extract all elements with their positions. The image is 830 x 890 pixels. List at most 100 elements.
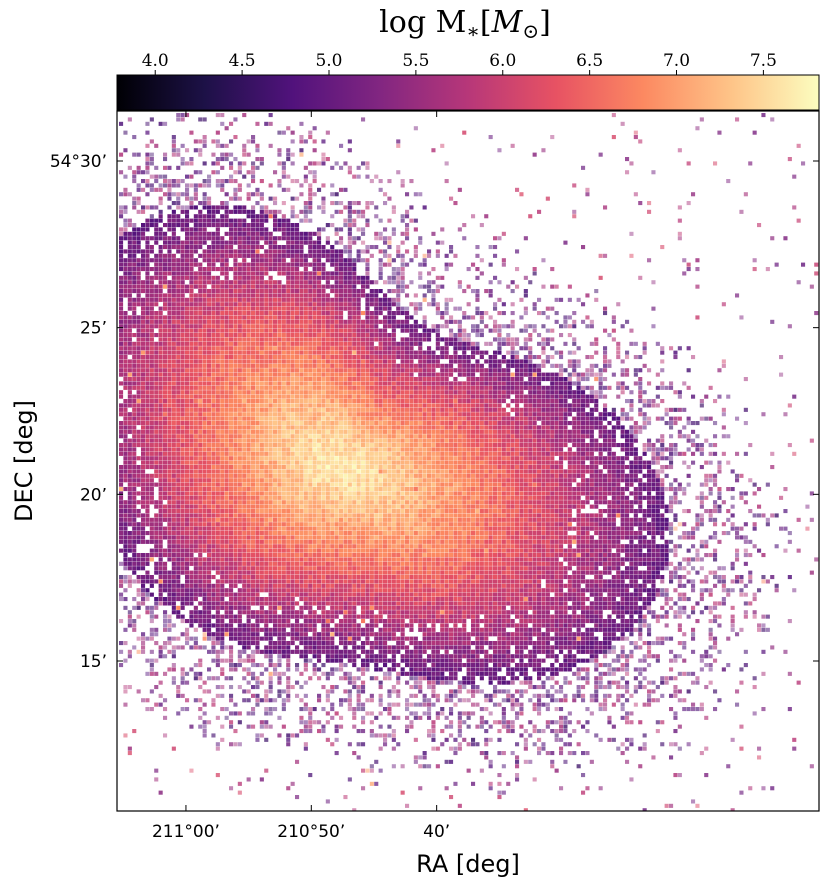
heatmap-cell [559, 377, 564, 382]
heatmap-cell [303, 201, 308, 206]
heatmap-cell [198, 245, 203, 250]
heatmap-cell [224, 429, 229, 434]
heatmap-cell [163, 262, 168, 267]
heatmap-cell [422, 324, 427, 329]
heatmap-cell [559, 355, 564, 360]
heatmap-cell [185, 390, 190, 395]
heatmap-cell [224, 341, 229, 346]
heatmap-cell [356, 258, 361, 263]
heatmap-cell [603, 425, 608, 430]
heatmap-cell [273, 399, 278, 404]
heatmap-cell [259, 421, 264, 426]
heatmap-cell [453, 346, 458, 351]
heatmap-cell [273, 333, 278, 338]
heatmap-cell [171, 236, 176, 241]
heatmap-cell [334, 231, 339, 236]
heatmap-cell [220, 187, 225, 192]
heatmap-cell [554, 381, 559, 386]
heatmap-cell [290, 438, 295, 443]
heatmap-cell [387, 179, 392, 184]
heatmap-cell [453, 399, 458, 404]
heatmap-cell [361, 363, 366, 368]
heatmap-cell [497, 280, 502, 285]
heatmap-cell [158, 429, 163, 434]
heatmap-cell [391, 346, 396, 351]
heatmap-cell [290, 227, 295, 232]
heatmap-cell [400, 372, 405, 377]
heatmap-cell [176, 214, 181, 219]
heatmap-cell [325, 372, 330, 377]
heatmap-cell [299, 359, 304, 364]
colorbar-tick-label: 6.5 [576, 51, 603, 71]
heatmap-cell [321, 368, 326, 373]
heatmap-cell [418, 324, 423, 329]
heatmap-cell [268, 245, 273, 250]
heatmap-cell [400, 289, 405, 294]
heatmap-cell [202, 350, 207, 355]
heatmap-cell [220, 289, 225, 294]
heatmap-cell [154, 311, 159, 316]
heatmap-cell [317, 429, 322, 434]
heatmap-cell [528, 368, 533, 373]
heatmap-cell [339, 434, 344, 439]
heatmap-cell [334, 275, 339, 280]
heatmap-cell [440, 381, 445, 386]
heatmap-cell [132, 425, 137, 430]
heatmap-cell [163, 302, 168, 307]
heatmap-cell [299, 324, 304, 329]
heatmap-cell [677, 394, 682, 399]
heatmap-cell [418, 377, 423, 382]
heatmap-cell [383, 412, 388, 417]
heatmap-cell [471, 434, 476, 439]
heatmap-cell [391, 390, 396, 395]
heatmap-cell [180, 324, 185, 329]
heatmap-cell [229, 438, 234, 443]
heatmap-cell [550, 434, 555, 439]
heatmap-cell [312, 390, 317, 395]
heatmap-cell [281, 350, 286, 355]
heatmap-cell [312, 306, 317, 311]
heatmap-cell [127, 350, 132, 355]
heatmap-cell [559, 399, 564, 404]
heatmap-cell [207, 372, 212, 377]
heatmap-cell [242, 227, 247, 232]
heatmap-cell [347, 258, 352, 263]
heatmap-cell [559, 416, 564, 421]
heatmap-cell [391, 363, 396, 368]
heatmap-cell [545, 355, 550, 360]
heatmap-cell [405, 337, 410, 342]
heatmap-cell [673, 407, 678, 412]
heatmap-cell [396, 407, 401, 412]
heatmap-cell [193, 337, 198, 342]
heatmap-cell [572, 368, 577, 373]
heatmap-cell [255, 187, 260, 192]
heatmap-cell [427, 249, 432, 254]
heatmap-cell [242, 262, 247, 267]
heatmap-cell [145, 249, 150, 254]
heatmap-cell [251, 165, 256, 170]
heatmap-cell [123, 258, 128, 263]
heatmap-cell [163, 258, 168, 263]
heatmap-cell [532, 429, 537, 434]
heatmap-cell [176, 434, 181, 439]
heatmap-cell [721, 302, 726, 307]
heatmap-cell [625, 372, 630, 377]
heatmap-cell [383, 390, 388, 395]
heatmap-cell [581, 434, 586, 439]
heatmap-cell [369, 394, 374, 399]
heatmap-cell [497, 372, 502, 377]
heatmap-cell [264, 403, 269, 408]
heatmap-cell [242, 297, 247, 302]
heatmap-cell [233, 425, 238, 430]
heatmap-cell [233, 280, 238, 285]
heatmap-cell [493, 359, 498, 364]
heatmap-cell [290, 407, 295, 412]
heatmap-cell [581, 399, 586, 404]
heatmap-cell [497, 421, 502, 426]
heatmap-cell [365, 377, 370, 382]
heatmap-cell [541, 403, 546, 408]
heatmap-cell [167, 192, 172, 197]
heatmap-cell [277, 284, 282, 289]
heatmap-cell [171, 143, 176, 148]
heatmap-cell [171, 372, 176, 377]
